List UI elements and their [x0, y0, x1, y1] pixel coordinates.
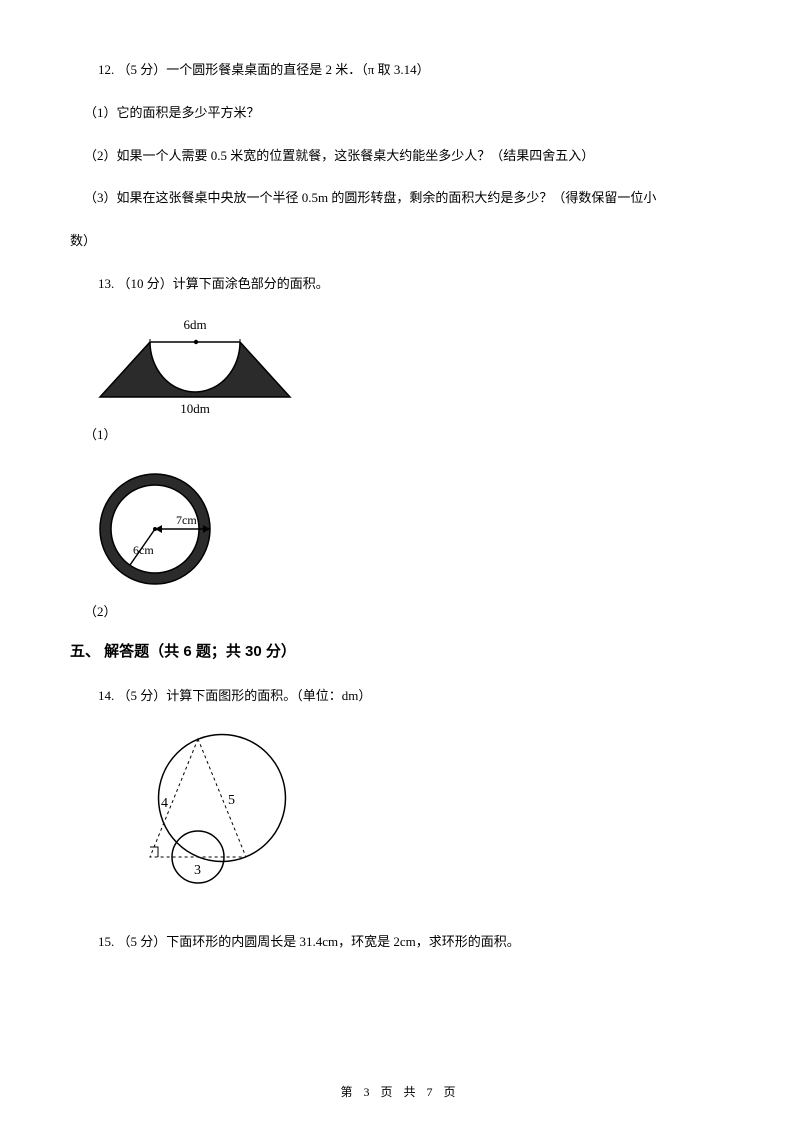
q13-figure1: 6dm 10dm — [90, 317, 730, 417]
large-circle — [159, 735, 286, 862]
q12-p3a: （3）如果在这张餐桌中央放一个半径 0.5m 的圆形转盘，剩余的面积大约是多少？… — [70, 188, 730, 209]
fig1-top-label: 6dm — [183, 317, 206, 332]
fig2-7cm: 7cm — [176, 513, 197, 527]
q14-stem: 14. （5 分）计算下面图形的面积。（单位：dm） — [70, 686, 730, 707]
q13-stem: 13. （10 分）计算下面涂色部分的面积。 — [70, 274, 730, 295]
q14-figure: 4 5 3 — [110, 729, 730, 904]
trapezoid-semicircle-diagram: 6dm 10dm — [90, 317, 320, 417]
label-3: 3 — [194, 863, 201, 878]
q12-stem: 12. （5 分）一个圆形餐桌桌面的直径是 2 米．（π 取 3.14） — [70, 60, 730, 81]
q13-figure2: 7cm 6cm — [90, 464, 730, 594]
fig1-bottom-label: 10dm — [180, 401, 210, 416]
q13-fig1-label: （1） — [84, 425, 730, 446]
label-5: 5 — [228, 793, 235, 808]
q15-stem: 15. （5 分）下面环形的内圆周长是 31.4cm，环宽是 2cm，求环形的面… — [70, 932, 730, 953]
center-dot — [194, 340, 198, 344]
annulus-diagram: 7cm 6cm — [90, 464, 220, 594]
label-4: 4 — [161, 796, 168, 811]
page-footer: 第 3 页 共 7 页 — [0, 1083, 800, 1102]
circles-triangle-diagram: 4 5 3 — [110, 729, 300, 904]
section5-heading: 五、 解答题（共 6 题；共 30 分） — [70, 640, 730, 664]
fig2-6cm: 6cm — [133, 543, 154, 557]
q12-p1: （1）它的面积是多少平方米？ — [70, 103, 730, 124]
right-angle-mark — [150, 847, 158, 857]
q12-p2: （2）如果一个人需要 0.5 米宽的位置就餐，这张餐桌大约能坐多少人？（结果四舍… — [70, 146, 730, 167]
q12-p3b: 数） — [70, 231, 730, 252]
q13-fig2-label: （2） — [84, 602, 730, 623]
